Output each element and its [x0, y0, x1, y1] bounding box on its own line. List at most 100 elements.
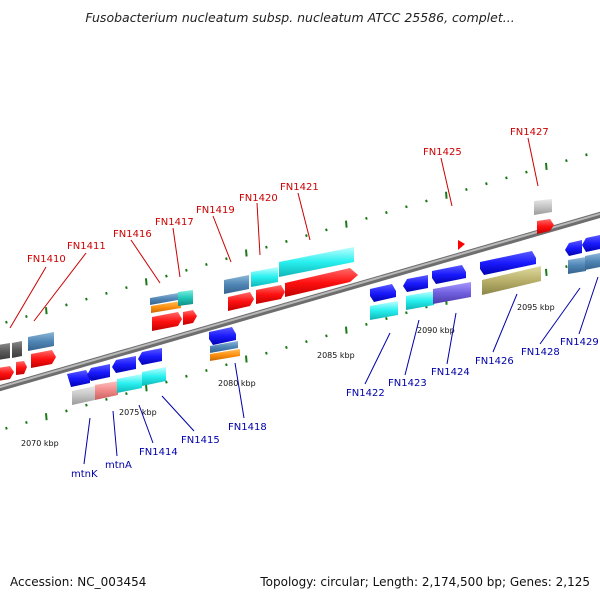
tick-mark	[525, 170, 528, 174]
tick-mark	[585, 153, 588, 157]
gene-arrow-fn1419	[228, 292, 254, 311]
tick-mark	[225, 363, 228, 367]
gene-box-fn1423	[406, 291, 434, 310]
label-fn1418[interactable]: FN1418	[228, 422, 267, 433]
gene-arrow-fn1411	[16, 361, 27, 375]
reverse-strand-features[interactable]	[67, 235, 600, 405]
tick-mark	[125, 392, 128, 396]
tick-mark	[5, 320, 8, 324]
kbp-label-2085: 2085 kbp	[317, 351, 355, 360]
gene-arrow-blue-4	[138, 348, 162, 365]
gene-arrow-blue-9	[480, 251, 536, 275]
label-mtnk[interactable]: mtnK	[71, 469, 98, 480]
upper-label-connectors	[9, 137, 539, 329]
tick-mark	[325, 334, 328, 338]
label-fn1423[interactable]: FN1423	[388, 378, 427, 389]
label-mtna[interactable]: mtnA	[105, 460, 132, 471]
tick-mark	[565, 159, 568, 163]
tick-mark	[205, 369, 208, 373]
label-fn1414[interactable]: FN1414	[139, 447, 178, 458]
label-fn1421[interactable]: FN1421	[280, 182, 319, 193]
label-fn1427[interactable]: FN1427	[510, 127, 549, 138]
label-fn1420[interactable]: FN1420	[239, 193, 278, 204]
genome-backbone	[0, 211, 600, 392]
label-fn1429[interactable]: FN1429	[560, 337, 599, 348]
gene-marker-fn1425	[458, 240, 465, 250]
tick-mark	[405, 311, 408, 315]
label-fn1416[interactable]: FN1416	[113, 229, 152, 240]
upper-tick-row	[5, 153, 588, 324]
tick-mark	[165, 380, 168, 384]
gene-arrow-fn1410	[0, 366, 14, 381]
tick-mark	[465, 187, 468, 191]
gene-arrow-fn1420	[256, 285, 285, 304]
gene-box-fn1426	[482, 266, 541, 295]
kbp-label-2080: 2080 kbp	[218, 379, 256, 388]
label-fn1417[interactable]: FN1417	[155, 217, 194, 228]
gene-box-fn1424	[433, 282, 471, 304]
map-title: Fusobacterium nucleatum subsp. nucleatum…	[85, 10, 515, 25]
kbp-label-2090: 2090 kbp	[417, 326, 455, 335]
gene-box-cyan-1	[251, 267, 278, 287]
lower-gene-labels: mtnK mtnA FN1414 FN1415 FN1418 FN1422 FN…	[71, 337, 599, 480]
tick-mark	[285, 239, 288, 243]
gene-arrow-red-3	[31, 350, 56, 368]
label-fn1422[interactable]: FN1422	[346, 388, 385, 399]
tick-mark	[425, 199, 428, 203]
label-fn1419[interactable]: FN1419	[196, 205, 235, 216]
gene-box-dark-1	[0, 343, 10, 360]
gene-box-steel-1	[28, 332, 54, 351]
label-fn1410[interactable]: FN1410	[27, 254, 66, 265]
gene-box-teal-1	[178, 290, 193, 306]
label-fn1426[interactable]: FN1426	[475, 356, 514, 367]
tick-mark	[105, 397, 108, 401]
tick-mark	[145, 384, 148, 392]
tick-mark	[65, 409, 68, 413]
tick-mark	[545, 162, 548, 170]
gene-arrow-red-fn1427	[537, 219, 554, 234]
gene-arrow-blue-1	[67, 370, 90, 387]
label-fn1411[interactable]: FN1411	[67, 241, 106, 252]
gene-box-fn1421	[279, 247, 354, 277]
gene-arrow-blue-3	[112, 356, 136, 373]
gene-box-mtnk	[72, 386, 95, 405]
gene-box-steel-fn1428	[568, 257, 586, 274]
gene-arrow-blue-2	[87, 364, 110, 381]
gene-arrow-fn1417	[183, 310, 197, 325]
gene-box-fn1414	[117, 374, 142, 393]
tick-mark	[385, 211, 388, 215]
tick-mark	[545, 268, 548, 276]
gene-box-dark-2	[12, 341, 22, 358]
gene-arrow-blue-6	[370, 284, 396, 302]
tick-mark	[365, 322, 368, 326]
forward-strand-features[interactable]	[0, 199, 554, 381]
tick-mark	[85, 297, 88, 301]
label-fn1415[interactable]: FN1415	[181, 435, 220, 446]
tick-mark	[345, 220, 348, 228]
label-fn1424[interactable]: FN1424	[431, 367, 470, 378]
tick-mark	[325, 228, 328, 232]
label-fn1425[interactable]: FN1425	[423, 147, 462, 158]
tick-mark	[505, 176, 508, 180]
tick-mark	[25, 420, 28, 425]
gene-box-orange-fn1418	[210, 349, 240, 361]
tick-mark	[125, 286, 128, 290]
tick-mark	[365, 216, 368, 220]
label-fn1428[interactable]: FN1428	[521, 347, 560, 358]
gene-arrow-blue-10	[565, 240, 582, 256]
lower-label-connectors	[83, 276, 599, 465]
kbp-label-2095: 2095 kbp	[517, 303, 555, 312]
tick-mark	[445, 191, 448, 199]
gene-box-fn1415	[142, 367, 166, 386]
tick-mark	[285, 345, 288, 349]
kbp-label-2075: 2075 kbp	[119, 408, 157, 417]
tick-mark	[305, 234, 308, 238]
gene-box-steel-fn1418	[210, 341, 238, 353]
gene-box-steel-3	[224, 275, 249, 294]
gene-arrow-red-long	[285, 268, 358, 297]
topology-summary: Topology: circular; Length: 2,174,500 bp…	[260, 575, 590, 589]
gene-box-mtna	[95, 381, 118, 400]
gene-arrow-blue-5	[209, 327, 236, 345]
gene-box-gray-fn1427	[534, 199, 552, 215]
